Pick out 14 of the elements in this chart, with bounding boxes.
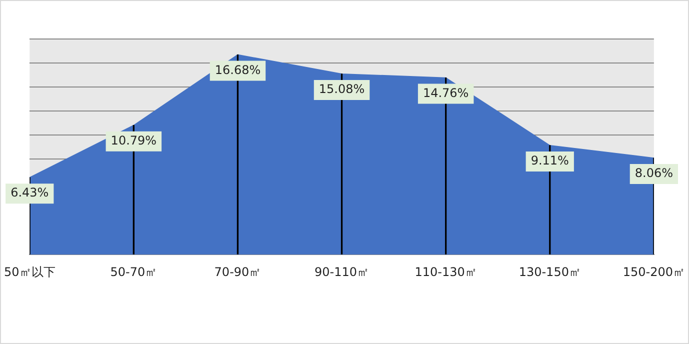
x-tick-label: 130-150㎡ [518,264,581,279]
data-label: 9.11% [530,154,569,168]
x-tick-label: 70-90㎡ [214,264,262,279]
data-label: 6.43% [10,186,49,200]
x-tick-label: 50㎡以下 [4,264,56,279]
x-tick-label: 110-130㎡ [414,264,477,279]
x-tick-label: 90-110㎡ [314,264,370,279]
data-label: 8.06% [634,166,673,180]
data-label: 14.76% [422,86,469,100]
x-tick-label: 50-70㎡ [110,264,158,279]
x-tick-label: 150-200㎡ [622,264,685,279]
data-label: 15.08% [318,82,365,96]
data-label: 16.68% [214,62,261,77]
data-label: 10.79% [110,133,157,148]
